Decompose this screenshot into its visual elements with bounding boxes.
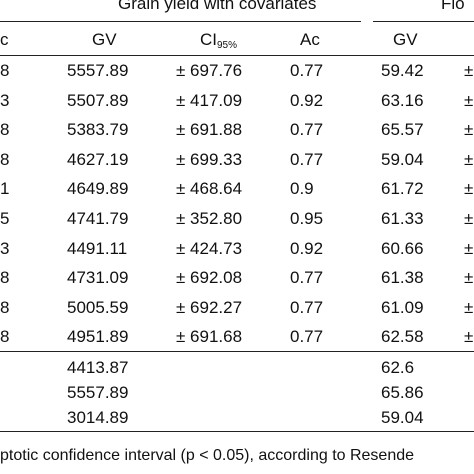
cell-rightcut: ± <box>464 179 474 199</box>
cell-rightcut: ± <box>464 149 474 169</box>
cell-ac: 0.95 <box>290 209 324 228</box>
cell-gv: 5507.89 <box>67 90 129 110</box>
cell-leftcut: 8 <box>0 327 10 347</box>
cell-rightcut: ± <box>464 327 474 347</box>
ci-subscript: 95% <box>217 40 238 51</box>
cell-rightcut: ± <box>464 90 474 110</box>
cell-gv: 5005.59 <box>67 297 129 317</box>
group-title-grain-yield: Grain yield with covariates <box>118 0 317 13</box>
cell-ci: ± 697.76 <box>176 61 243 80</box>
cell-ci: ± 424.73 <box>176 238 243 258</box>
cell-ci: ± 692.27 <box>176 297 243 317</box>
cell-gv2: 65.86 <box>381 383 424 402</box>
cell-ci: ± 352.80 <box>176 209 243 228</box>
cell-leftcut: 8 <box>0 149 10 169</box>
cell-ac: 0.77 <box>290 268 324 288</box>
cell-rightcut: ± <box>464 238 474 258</box>
cell-ac: 0.77 <box>290 61 324 80</box>
cell-ac: 0.77 <box>290 149 324 169</box>
cell-rightcut: ± <box>464 297 474 317</box>
cell-gv2: 65.57 <box>381 120 424 140</box>
cell-ac: 0.77 <box>290 120 324 140</box>
cell-ac: 0.77 <box>290 327 324 347</box>
cell-gv2: 61.33 <box>381 209 424 228</box>
cell-gv: 4951.89 <box>67 327 129 347</box>
summary-top-rule <box>0 351 474 352</box>
cell-rightcut: ± <box>464 268 474 288</box>
ci-label: CI <box>200 30 217 49</box>
cell-ci: ± 691.68 <box>176 327 243 347</box>
cell-ci: ± 699.33 <box>176 149 243 169</box>
cell-gv2: 61.09 <box>381 297 424 317</box>
cell-leftcut: 8 <box>0 61 10 80</box>
cell-gv: 4741.79 <box>67 209 129 228</box>
footnote: ptotic confidence interval (p < 0.05), a… <box>0 447 415 464</box>
cell-ci: ± 691.88 <box>176 120 243 140</box>
cell-gv2: 61.72 <box>381 179 424 199</box>
cell-gv: 5557.89 <box>67 61 129 80</box>
cell-gv: 4627.19 <box>67 149 129 169</box>
cell-ac: 0.92 <box>290 238 324 258</box>
group-rule-left <box>0 21 361 22</box>
cell-gv: 4649.89 <box>67 179 129 199</box>
header-bottom-rule <box>0 55 474 56</box>
column-header-ci: CI95% <box>200 30 237 56</box>
cell-leftcut: 3 <box>0 90 10 110</box>
cell-gv2: 59.04 <box>381 408 424 427</box>
cell-rightcut: ± <box>464 120 474 140</box>
cell-rightcut: ± <box>464 61 474 80</box>
cell-gv2: 61.38 <box>381 268 424 288</box>
cell-rightcut: ± <box>464 209 474 228</box>
cell-leftcut: 8 <box>0 297 10 317</box>
cell-ac: 0.92 <box>290 90 324 110</box>
cell-gv: 4731.09 <box>67 268 129 288</box>
cell-gv2: 59.04 <box>381 149 424 169</box>
group-title-flowering-partial: Flo <box>441 0 465 13</box>
cell-leftcut: 8 <box>0 268 10 288</box>
cell-gv: 5557.89 <box>67 383 129 402</box>
table-bottom-rule <box>0 431 474 432</box>
cell-gv2: 62.58 <box>381 327 424 347</box>
cell-leftcut: 8 <box>0 120 10 140</box>
cell-gv2: 59.42 <box>381 61 424 80</box>
cell-leftcut: 5 <box>0 209 10 228</box>
column-header-leftcut: c <box>0 30 9 49</box>
cell-leftcut: 3 <box>0 238 10 258</box>
cell-ci: ± 692.08 <box>176 268 243 288</box>
cell-ci: ± 417.09 <box>176 90 243 110</box>
column-header-gv2: GV <box>393 30 418 49</box>
cell-ci: ± 468.64 <box>176 179 243 199</box>
cell-gv2: 62.6 <box>381 358 415 377</box>
cell-gv: 4413.87 <box>67 358 129 377</box>
cell-gv: 4491.11 <box>67 238 128 258</box>
cell-ac: 0.9 <box>290 179 314 199</box>
group-rule-right <box>373 21 474 22</box>
cell-gv: 5383.79 <box>67 120 129 140</box>
column-header-gv: GV <box>92 30 117 49</box>
cell-gv2: 63.16 <box>381 90 424 110</box>
column-header-ac: Ac <box>300 30 320 49</box>
cell-gv: 3014.89 <box>67 408 129 427</box>
cell-leftcut: 1 <box>0 179 10 199</box>
cell-ac: 0.77 <box>290 297 324 317</box>
cell-gv2: 60.66 <box>381 238 424 258</box>
